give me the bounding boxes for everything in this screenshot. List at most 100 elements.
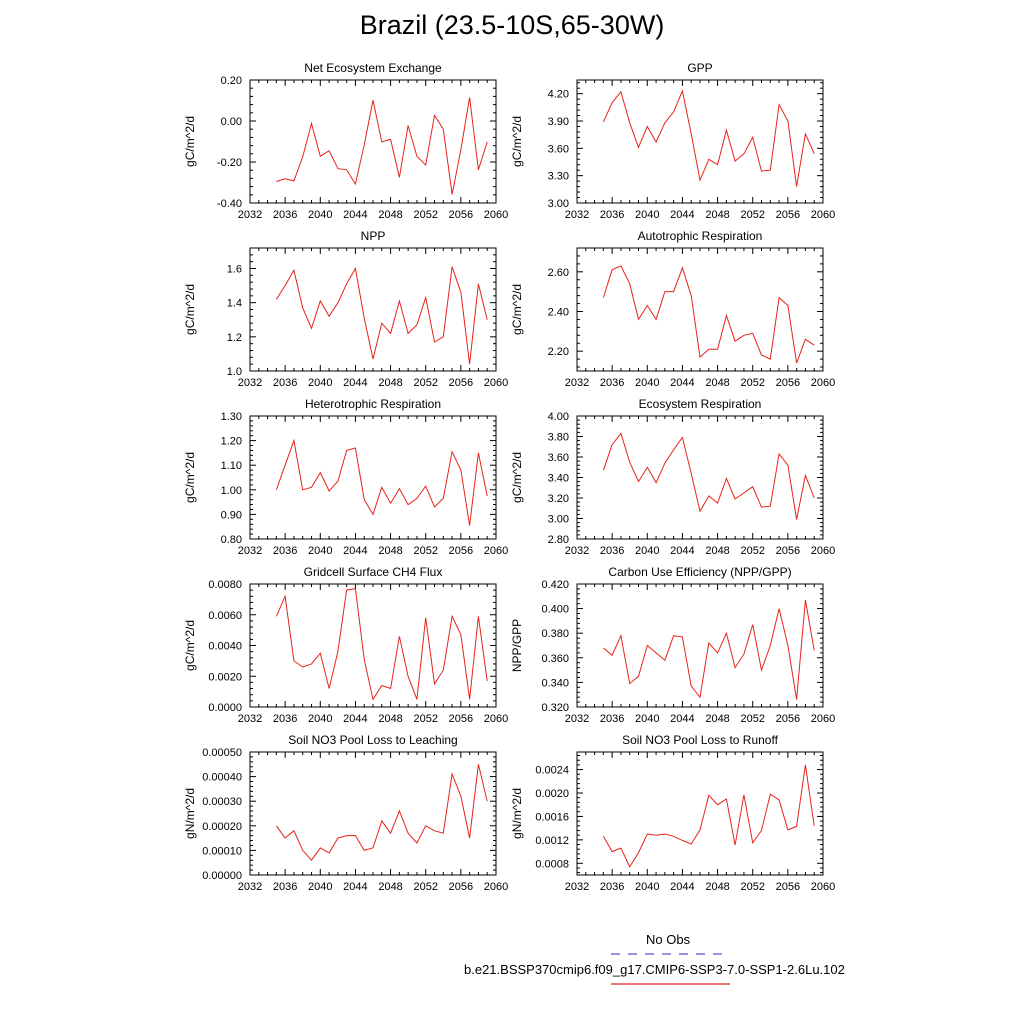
series-line — [275, 438, 488, 526]
x-tick-label: 2048 — [705, 377, 729, 389]
series-line — [602, 764, 815, 868]
x-tick-label: 2044 — [343, 713, 367, 725]
x-tick-label: 2060 — [811, 713, 835, 725]
x-tick-label: 2044 — [343, 377, 367, 389]
x-tick-label: 2052 — [740, 209, 764, 221]
x-tick-label: 2048 — [705, 209, 729, 221]
x-tick-label: 2060 — [811, 545, 835, 557]
x-tick-label: 2048 — [378, 713, 402, 725]
x-tick-label: 2060 — [811, 881, 835, 893]
x-tick-label: 2032 — [238, 713, 262, 725]
y-axis-label: gC/m^2/d — [183, 284, 197, 335]
x-tick-label: 2056 — [776, 209, 800, 221]
y-tick-label: 1.2 — [227, 332, 242, 344]
x-tick-label: 2048 — [705, 545, 729, 557]
panel-title: Carbon Use Efficiency (NPP/GPP) — [608, 565, 791, 579]
y-tick-label: 2.20 — [548, 346, 569, 358]
y-tick-label: 0.00020 — [202, 821, 242, 833]
y-tick-label: 0.0040 — [208, 641, 242, 653]
x-tick-label: 2052 — [740, 713, 764, 725]
x-tick-label: 2048 — [378, 881, 402, 893]
chart-panel-4: Autotrophic Respiration gC/m^2/d 2032 2036 2… — [510, 229, 835, 389]
panel-title: GPP — [687, 61, 712, 75]
x-tick-label: 2040 — [635, 881, 659, 893]
y-tick-label: 2.80 — [548, 534, 569, 546]
y-tick-label: 3.90 — [548, 116, 569, 128]
x-tick-label: 2060 — [484, 545, 508, 557]
x-tick-label: 2044 — [670, 209, 694, 221]
panel-title: Heterotrophic Respiration — [305, 397, 441, 411]
y-tick-label: 0.80 — [221, 534, 242, 546]
y-tick-label: 3.00 — [548, 514, 569, 526]
x-tick-label: 2052 — [740, 377, 764, 389]
y-tick-label: 0.20 — [221, 75, 242, 87]
y-tick-label: -0.20 — [217, 157, 242, 169]
x-tick-label: 2052 — [413, 713, 437, 725]
x-tick-label: 2060 — [484, 377, 508, 389]
x-tick-label: 2040 — [308, 881, 332, 893]
y-axis-label: gC/m^2/d — [183, 620, 197, 671]
y-tick-label: 0.340 — [541, 677, 569, 689]
x-tick-label: 2040 — [308, 545, 332, 557]
x-tick-label: 2036 — [600, 713, 624, 725]
x-tick-label: 2056 — [776, 377, 800, 389]
x-tick-label: 2032 — [238, 545, 262, 557]
y-tick-label: 1.10 — [221, 460, 242, 472]
chart-panel-5: Heterotrophic Respiration gC/m^2/d 2032 203… — [183, 397, 508, 557]
chart-panel-3: NPP gC/m^2/d 2032 2036 2040 2044 2048 2052 2056 2… — [183, 229, 508, 389]
series-line — [602, 89, 815, 187]
y-tick-label: 0.360 — [541, 653, 569, 665]
y-tick-label: 0.00010 — [202, 845, 242, 857]
x-tick-label: 2036 — [273, 209, 297, 221]
y-tick-label: 4.20 — [548, 89, 569, 101]
x-tick-label: 2032 — [565, 545, 589, 557]
x-tick-label: 2032 — [565, 377, 589, 389]
y-tick-label: 1.00 — [221, 485, 242, 497]
y-tick-label: 0.00000 — [202, 870, 242, 882]
y-tick-label: 0.420 — [541, 579, 569, 591]
x-tick-label: 2056 — [449, 713, 473, 725]
panel-title: Soil NO3 Pool Loss to Leaching — [288, 733, 457, 747]
series-line — [602, 432, 815, 520]
y-tick-label: 3.60 — [548, 143, 569, 155]
x-tick-label: 2044 — [343, 545, 367, 557]
chart-panel-9: Soil NO3 Pool Loss to Leaching gN/m^2/d 20… — [183, 733, 508, 893]
y-tick-label: 0.0020 — [208, 671, 242, 683]
x-tick-label: 2036 — [600, 545, 624, 557]
series-line — [275, 588, 488, 701]
x-tick-label: 2036 — [273, 881, 297, 893]
y-tick-label: 3.20 — [548, 493, 569, 505]
x-tick-label: 2044 — [343, 881, 367, 893]
y-tick-label: 4.00 — [548, 411, 569, 423]
y-axis-label: gC/m^2/d — [510, 116, 524, 167]
x-tick-label: 2060 — [484, 881, 508, 893]
x-tick-label: 2040 — [308, 209, 332, 221]
chart-panel-1: Net Ecosystem Exchange gC/m^2/d 2032 2036 20… — [183, 61, 508, 221]
x-tick-label: 2036 — [273, 377, 297, 389]
y-axis-label: gC/m^2/d — [183, 452, 197, 503]
y-axis-label: NPP/GPP — [510, 619, 524, 672]
y-tick-label: -0.40 — [217, 198, 242, 210]
x-tick-label: 2040 — [635, 377, 659, 389]
x-tick-label: 2056 — [449, 377, 473, 389]
y-axis-label: gC/m^2/d — [510, 452, 524, 503]
y-tick-label: 0.0020 — [535, 788, 569, 800]
y-tick-label: 1.0 — [227, 366, 242, 378]
x-tick-label: 2060 — [811, 209, 835, 221]
x-tick-label: 2036 — [273, 545, 297, 557]
y-tick-label: 0.0080 — [208, 579, 242, 591]
x-tick-label: 2052 — [413, 377, 437, 389]
y-tick-label: 3.30 — [548, 171, 569, 183]
y-tick-label: 1.30 — [221, 411, 242, 423]
y-tick-label: 0.0012 — [535, 835, 569, 847]
panel-title: Net Ecosystem Exchange — [304, 61, 442, 75]
x-tick-label: 2060 — [484, 713, 508, 725]
x-tick-label: 2032 — [238, 881, 262, 893]
x-tick-label: 2040 — [635, 209, 659, 221]
y-tick-label: 0.0008 — [535, 858, 569, 870]
x-tick-label: 2056 — [449, 209, 473, 221]
y-tick-label: 0.00 — [221, 116, 242, 128]
x-tick-label: 2048 — [378, 209, 402, 221]
x-tick-label: 2044 — [343, 209, 367, 221]
